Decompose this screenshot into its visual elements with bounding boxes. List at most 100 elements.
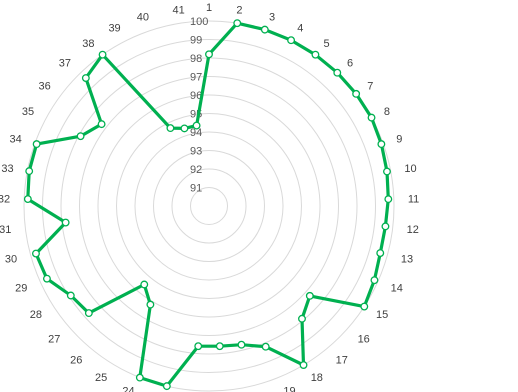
radial-tick-label: 100: [190, 16, 208, 28]
data-point: [81, 74, 90, 82]
data-point: [333, 68, 342, 77]
data-point: [61, 218, 70, 227]
grid-ring-94: [134, 131, 284, 281]
data-point: [135, 373, 144, 382]
series-area: [23, 19, 393, 391]
category-label: 30: [5, 254, 17, 266]
category-label: 8: [384, 106, 390, 118]
data-point: [23, 195, 32, 204]
category-label: 5: [323, 38, 329, 50]
data-point: [162, 382, 171, 391]
category-label: 31: [0, 224, 11, 236]
data-point: [352, 89, 361, 98]
data-point: [66, 291, 75, 300]
data-point: [383, 167, 391, 176]
data-point: [376, 249, 385, 258]
radial-tick-label: 94: [190, 127, 202, 139]
data-point: [377, 140, 386, 149]
category-label: 25: [95, 372, 107, 384]
category-labels: 1234567891011121314151617181920212223242…: [0, 2, 419, 392]
grid-ring-96: [97, 94, 321, 318]
radial-tick-label: 92: [190, 164, 202, 176]
category-label: 27: [48, 333, 60, 345]
data-point: [299, 361, 308, 369]
data-point: [215, 342, 224, 351]
category-label: 7: [367, 80, 373, 92]
data-point: [42, 274, 51, 283]
category-label: 28: [30, 309, 42, 321]
category-label: 41: [172, 4, 184, 16]
category-label: 11: [408, 193, 419, 205]
radial-tick-label: 91: [190, 183, 202, 195]
data-point: [25, 167, 34, 176]
category-label: 39: [108, 23, 120, 35]
grid-ring-95: [116, 113, 302, 299]
data-point: [233, 19, 242, 28]
data-point: [381, 222, 390, 231]
grid-ring-92: [171, 168, 247, 244]
grid-ring-93: [153, 150, 265, 262]
data-point: [192, 121, 201, 130]
category-label: 35: [22, 106, 34, 118]
category-label: 36: [38, 80, 50, 92]
category-label: 9: [396, 134, 402, 146]
category-label: 13: [401, 254, 413, 266]
data-point: [194, 342, 203, 351]
grid-ring-100: [23, 20, 395, 392]
data-point: [260, 25, 269, 34]
data-point: [305, 291, 314, 300]
category-label: 26: [70, 355, 82, 367]
data-point: [32, 140, 41, 149]
category-label: 29: [15, 282, 27, 294]
radial-grid: [23, 20, 395, 392]
category-label: 6: [347, 58, 353, 70]
data-point: [237, 340, 246, 349]
data-point: [370, 276, 379, 285]
category-label: 10: [404, 163, 416, 175]
data-point: [180, 124, 189, 133]
category-label: 17: [336, 355, 348, 367]
data-point: [261, 342, 270, 351]
data-point: [384, 195, 393, 204]
category-label: 38: [82, 38, 94, 50]
category-label: 37: [59, 58, 71, 70]
data-point: [84, 309, 93, 318]
data-point: [97, 120, 106, 129]
category-label: 12: [407, 224, 419, 236]
data-point: [298, 314, 306, 323]
category-label: 3: [269, 11, 275, 23]
category-label: 24: [122, 386, 134, 392]
radial-tick-label: 98: [190, 53, 202, 65]
data-point: [76, 132, 85, 141]
data-point: [146, 300, 155, 309]
category-label: 40: [137, 11, 149, 23]
category-label: 1: [206, 2, 212, 14]
category-label: 15: [376, 309, 388, 321]
data-point: [367, 113, 376, 122]
data-point: [311, 50, 320, 59]
category-label: 34: [9, 134, 21, 146]
category-label: 18: [311, 372, 323, 384]
category-label: 32: [0, 193, 10, 205]
series-line: [26, 21, 390, 388]
category-label: 16: [358, 333, 370, 345]
data-point: [166, 124, 175, 133]
radial-tick-label: 99: [190, 35, 202, 47]
grid-ring-91: [190, 187, 228, 225]
category-label: 33: [1, 163, 13, 175]
radial-tick-label: 96: [190, 90, 202, 102]
category-label: 4: [297, 23, 303, 35]
grid-ring-98: [60, 57, 358, 355]
data-point: [98, 50, 107, 59]
category-label: 19: [283, 386, 295, 392]
data-point: [140, 280, 149, 289]
category-label: 2: [236, 4, 242, 16]
data-point: [360, 302, 369, 311]
radial-tick-label: 93: [190, 146, 202, 158]
grid-ring-99: [42, 39, 376, 373]
radial-tick-label: 97: [190, 72, 202, 84]
data-point: [205, 50, 213, 59]
